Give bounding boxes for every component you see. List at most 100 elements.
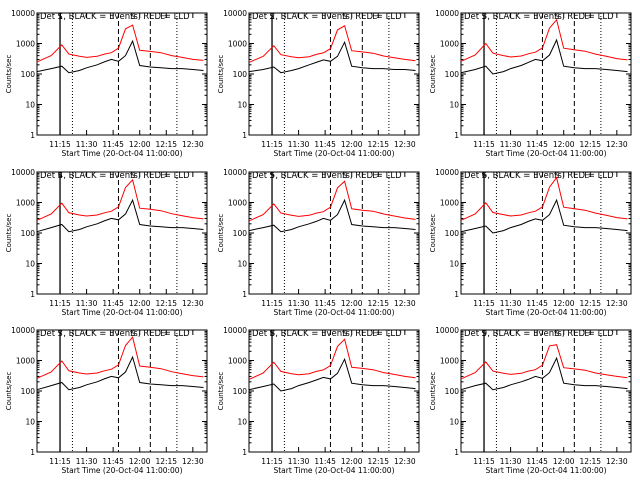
detector-panel-6: Det 6, BLACK = Events, RED = LLD 1 10 100 10… [429,168,632,317]
time-marker: E [160,12,165,21]
y-tick-label: 100 [21,229,36,238]
time-marker: S [342,329,347,338]
x-tick-label: 11:15 [49,299,71,308]
x-tick-label: 12:15 [155,457,177,466]
series-line-lld [36,178,204,221]
x-tick-label: 11:45 [314,140,336,149]
y-tick-label: 1 [242,290,247,299]
y-tick-label: 100 [21,387,36,396]
y-tick-label: 100 [233,70,248,79]
y-tick-label: 10 [449,260,459,269]
y-tick-label: 10 [25,101,35,110]
time-marker: S [481,329,486,338]
x-tick-label: 12:15 [579,140,601,149]
x-tick-label: 12:00 [341,140,363,149]
time-marker: E [372,12,377,21]
y-tick-label: 100 [233,229,248,238]
y-tick-label: 1000 [16,199,35,208]
x-tick-label: 12:15 [367,299,389,308]
x-tick-label: 12:30 [394,299,416,308]
series-line-events [460,356,628,391]
y-tick-label: 10000 [435,326,459,335]
plot-frame [36,12,208,136]
time-marker: S [554,329,559,338]
x-tick-label: 12:00 [129,140,151,149]
x-tick-label: 12:30 [606,140,628,149]
y-axis-label: Counts/sec [5,55,13,94]
y-tick-label: 10 [25,418,35,427]
x-axis-label: Start Time (20-Oct-04 11:00:00) [485,308,606,317]
series-line-events [248,198,416,233]
x-axis-label: Start Time (20-Oct-04 11:00:00) [61,308,182,317]
x-tick-label: 12:00 [553,299,575,308]
x-tick-label: 12:15 [579,457,601,466]
series-line-events [460,38,628,75]
y-tick-label: 1 [242,131,247,140]
y-tick-label: 1000 [16,40,35,49]
panel-title: Det 2, BLACK = Events, RED = LLD [252,12,402,22]
y-tick-label: 1000 [440,357,459,366]
y-tick-label: 100 [233,387,248,396]
x-tick-label: 11:30 [288,299,310,308]
time-marker: S [57,12,62,21]
time-marker: S [481,171,486,180]
x-tick-label: 11:15 [261,299,283,308]
time-marker: E [160,171,165,180]
y-tick-label: 1 [30,448,35,457]
y-tick-label: 10000 [223,168,247,177]
y-axis-label: Counts/sec [429,55,437,94]
y-tick-label: 1000 [228,357,247,366]
y-tick-label: 1000 [228,199,247,208]
x-tick-label: 11:30 [500,140,522,149]
panel-title: Det 4, BLACK = Events, RED = LLD [40,171,190,181]
series-line-lld [248,25,416,63]
y-tick-label: 1000 [440,40,459,49]
x-tick-label: 11:15 [261,457,283,466]
panel-title: Det 8, BLACK = Events, RED = LLD [252,329,402,339]
y-tick-label: 1000 [16,357,35,366]
panel-title: Det 7, BLACK = Events, RED = LLD [40,329,190,339]
x-axis-label: Start Time (20-Oct-04 11:00:00) [273,308,394,317]
y-tick-label: 1 [454,131,459,140]
time-marker: E [372,329,377,338]
y-tick-label: 10 [237,418,247,427]
x-tick-label: 12:15 [367,140,389,149]
series-line-events [36,355,204,391]
x-tick-label: 12:30 [182,140,204,149]
x-tick-label: 11:30 [76,140,98,149]
x-tick-label: 11:15 [49,140,71,149]
y-tick-label: 10 [449,418,459,427]
panel-title: Det 1, BLACK = Events, RED = LLD [40,12,190,22]
detector-panel-1: Det 1, BLACK = Events, RED = LLD 1 10 100 10… [5,9,208,158]
detector-panel-7: Det 7, BLACK = Events, RED = LLD 1 10 100 10… [5,326,208,475]
y-axis-label: Counts/sec [429,372,437,411]
plot-frame [460,329,632,453]
x-tick-label: 12:30 [394,457,416,466]
series-line-lld [36,336,204,379]
plot-frame [36,329,208,453]
series-line-events [248,357,416,392]
x-tick-label: 12:00 [129,299,151,308]
time-marker: S [342,12,347,21]
series-line-lld [36,24,204,63]
time-marker: S [57,171,62,180]
detector-panel-8: Det 8, BLACK = Events, RED = LLD 1 10 100 10… [217,326,420,475]
x-tick-label: 11:45 [526,457,548,466]
y-tick-label: 100 [445,229,460,238]
panel-title: Det 9, BLACK = Events, RED = LLD [464,329,614,339]
detector-panel-3: Det 3, BLACK = Events, RED = LLD 1 10 100 10… [429,9,632,158]
time-marker: S [130,329,135,338]
y-tick-label: 10 [25,260,35,269]
y-tick-label: 1 [454,290,459,299]
panel-title: Det 5, BLACK = Events, RED = LLD [252,171,402,181]
x-tick-label: 12:15 [367,457,389,466]
series-line-lld [248,180,416,222]
y-tick-label: 1 [30,131,35,140]
y-tick-label: 10000 [11,168,35,177]
y-tick-label: 10000 [223,326,247,335]
detector-panel-5: Det 5, BLACK = Events, RED = LLD 1 10 100 10… [217,168,420,317]
x-tick-label: 11:45 [526,140,548,149]
y-tick-label: 10 [237,101,247,110]
x-tick-label: 11:15 [473,457,495,466]
